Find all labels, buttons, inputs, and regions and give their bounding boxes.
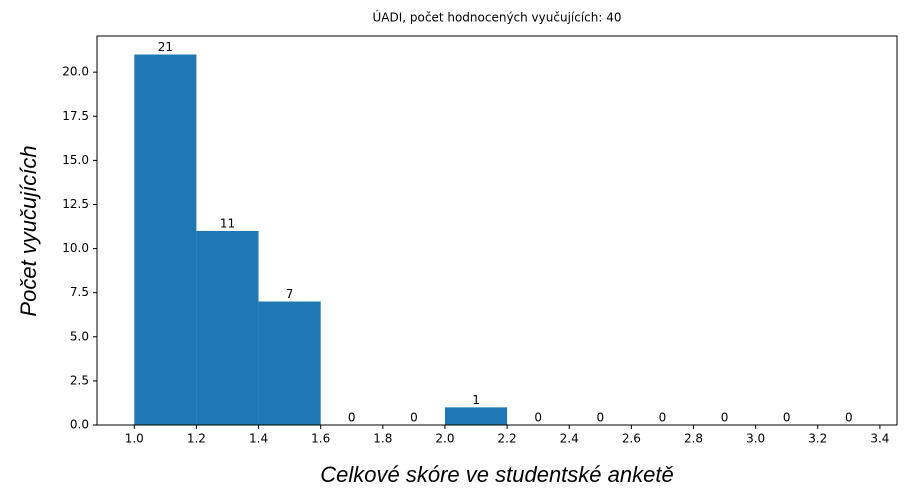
x-tick-label: 2.0 [435,432,454,446]
y-axis-label: Počet vyučujících [16,145,41,316]
bar-value-label: 0 [348,411,356,425]
x-tick-label: 1.6 [311,432,330,446]
chart-title: ÚADI, počet hodnocených vyučujících: 40 [372,10,621,25]
bar-value-label: 0 [721,411,729,425]
x-tick-label: 2.8 [684,432,703,446]
y-tick-label: 12.5 [62,197,89,211]
x-tick-label: 1.4 [249,432,268,446]
bar [196,230,259,425]
y-tick-label: 7.5 [70,285,89,299]
x-tick-label: 2.4 [560,432,579,446]
x-tick-label: 3.4 [870,432,889,446]
x-tick-label: 3.2 [808,432,827,446]
x-tick-label: 2.6 [622,432,641,446]
bar [134,54,197,426]
bar-value-label: 0 [659,411,667,425]
bar [258,301,321,425]
bar-value-label: 0 [845,411,853,425]
bar-value-label: 1 [472,393,480,407]
bar [444,407,508,425]
y-tick-label: 2.5 [70,373,89,387]
x-tick-label: 1.8 [373,432,392,446]
bar-value-label: 0 [783,411,791,425]
bar-value-label: 0 [410,411,418,425]
y-tick-label: 5.0 [70,329,89,343]
y-tick-label: 20.0 [62,65,89,79]
bar-value-label: 7 [286,287,294,301]
bar-value-label: 21 [158,40,173,54]
y-tick-label: 10.0 [62,241,89,255]
y-tick-label: 15.0 [62,153,89,167]
x-axis-label: Celkové skóre ve studentské anketě [320,462,673,487]
bar-value-label: 0 [596,411,604,425]
y-tick-label: 17.5 [62,109,89,123]
x-tick-label: 1.2 [187,432,206,446]
y-tick-label: 0.0 [70,418,89,432]
x-tick-label: 2.2 [498,432,517,446]
x-tick-label: 3.0 [746,432,765,446]
bar-value-label: 0 [534,411,542,425]
bar-value-label: 11 [220,216,235,230]
x-tick-label: 1.0 [125,432,144,446]
plot-frame [96,35,898,426]
